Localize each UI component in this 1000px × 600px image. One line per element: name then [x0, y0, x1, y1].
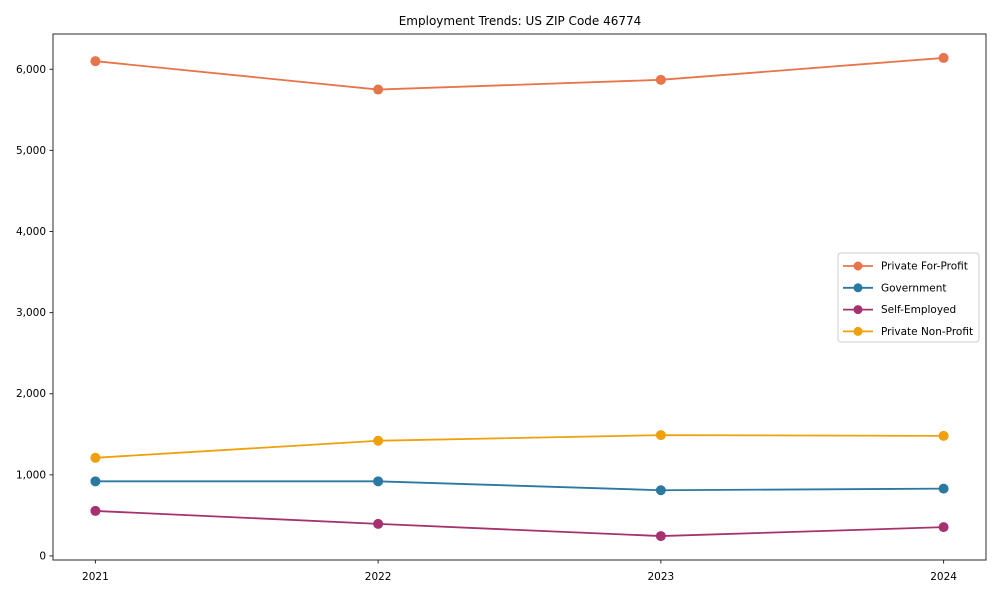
legend [837, 252, 980, 343]
y-axis-tick-label: 4,000 [16, 226, 46, 238]
x-axis-tick-label: 2022 [365, 571, 392, 583]
data-point-government-2022 [373, 476, 384, 487]
data-point-self-employed-2023 [655, 531, 666, 542]
data-point-private-for-profit-2021 [90, 56, 101, 67]
series-line-government [95, 480, 944, 492]
plot-border [52, 33, 987, 561]
data-point-private-non-profit-2021 [90, 452, 101, 463]
data-point-government-2023 [655, 485, 666, 496]
legend-swatch-self-employed [853, 305, 863, 315]
x-axis-tick-label: 2024 [930, 571, 957, 583]
data-point-private-non-profit-2023 [655, 430, 666, 441]
data-point-private-for-profit-2024 [938, 52, 949, 63]
series-line-private-non-profit [95, 434, 944, 459]
x-axis-tick-label: 2021 [82, 571, 109, 583]
plot-area: 0 1,000 2,000 3,000 4,000 5,000 6,000 2021 2022 2… [16, 33, 987, 583]
data-point-self-employed-2021 [90, 505, 101, 516]
legend-label-private-for-profit: Private For-Profit [881, 261, 968, 273]
data-point-private-non-profit-2022 [373, 435, 384, 446]
series-line-self-employed [95, 510, 944, 537]
legend-label-self-employed: Self-Employed [881, 304, 956, 316]
legend-label-government: Government [881, 282, 946, 294]
y-axis-tick-label: 5,000 [16, 145, 46, 157]
legend-label-private-non-profit: Private Non-Profit [881, 326, 973, 338]
legend-swatch-government [853, 283, 863, 293]
data-point-government-2021 [90, 476, 101, 487]
legend-swatch-private-non-profit [853, 326, 863, 336]
series-line-private-for-profit [95, 57, 944, 91]
data-point-self-employed-2022 [373, 518, 384, 529]
y-axis-tick-label: 3,000 [16, 307, 46, 319]
y-axis-tick-label: 2,000 [16, 388, 46, 400]
y-axis-tick-label: 6,000 [16, 64, 46, 76]
y-axis-tick-label: 0 [39, 550, 46, 562]
data-point-private-non-profit-2024 [938, 430, 949, 441]
legend-swatch-private-for-profit [853, 261, 863, 271]
data-point-government-2024 [938, 483, 949, 494]
data-point-private-for-profit-2022 [373, 84, 384, 95]
y-axis-tick-label: 1,000 [16, 469, 46, 481]
x-axis-tick-label: 2023 [647, 571, 674, 583]
data-point-self-employed-2024 [938, 522, 949, 533]
chart-title: Employment Trends: US ZIP Code 46774 [399, 14, 642, 28]
data-point-private-for-profit-2023 [655, 74, 666, 85]
